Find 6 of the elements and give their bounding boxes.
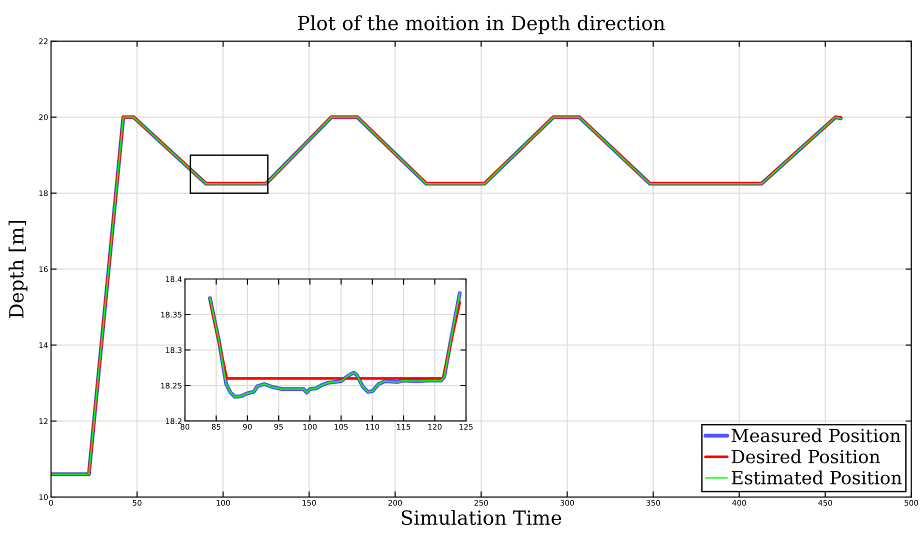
x-axis-title: Simulation Time — [402, 510, 562, 526]
legend-label: Measured Position — [732, 428, 901, 442]
legend-label: Estimated Position — [732, 470, 902, 484]
y-axis-title: Depth [m] — [8, 220, 28, 318]
legend-label: Desired Position — [732, 449, 880, 464]
chart-title: Plot of the moition in Depth direction — [298, 15, 665, 34]
